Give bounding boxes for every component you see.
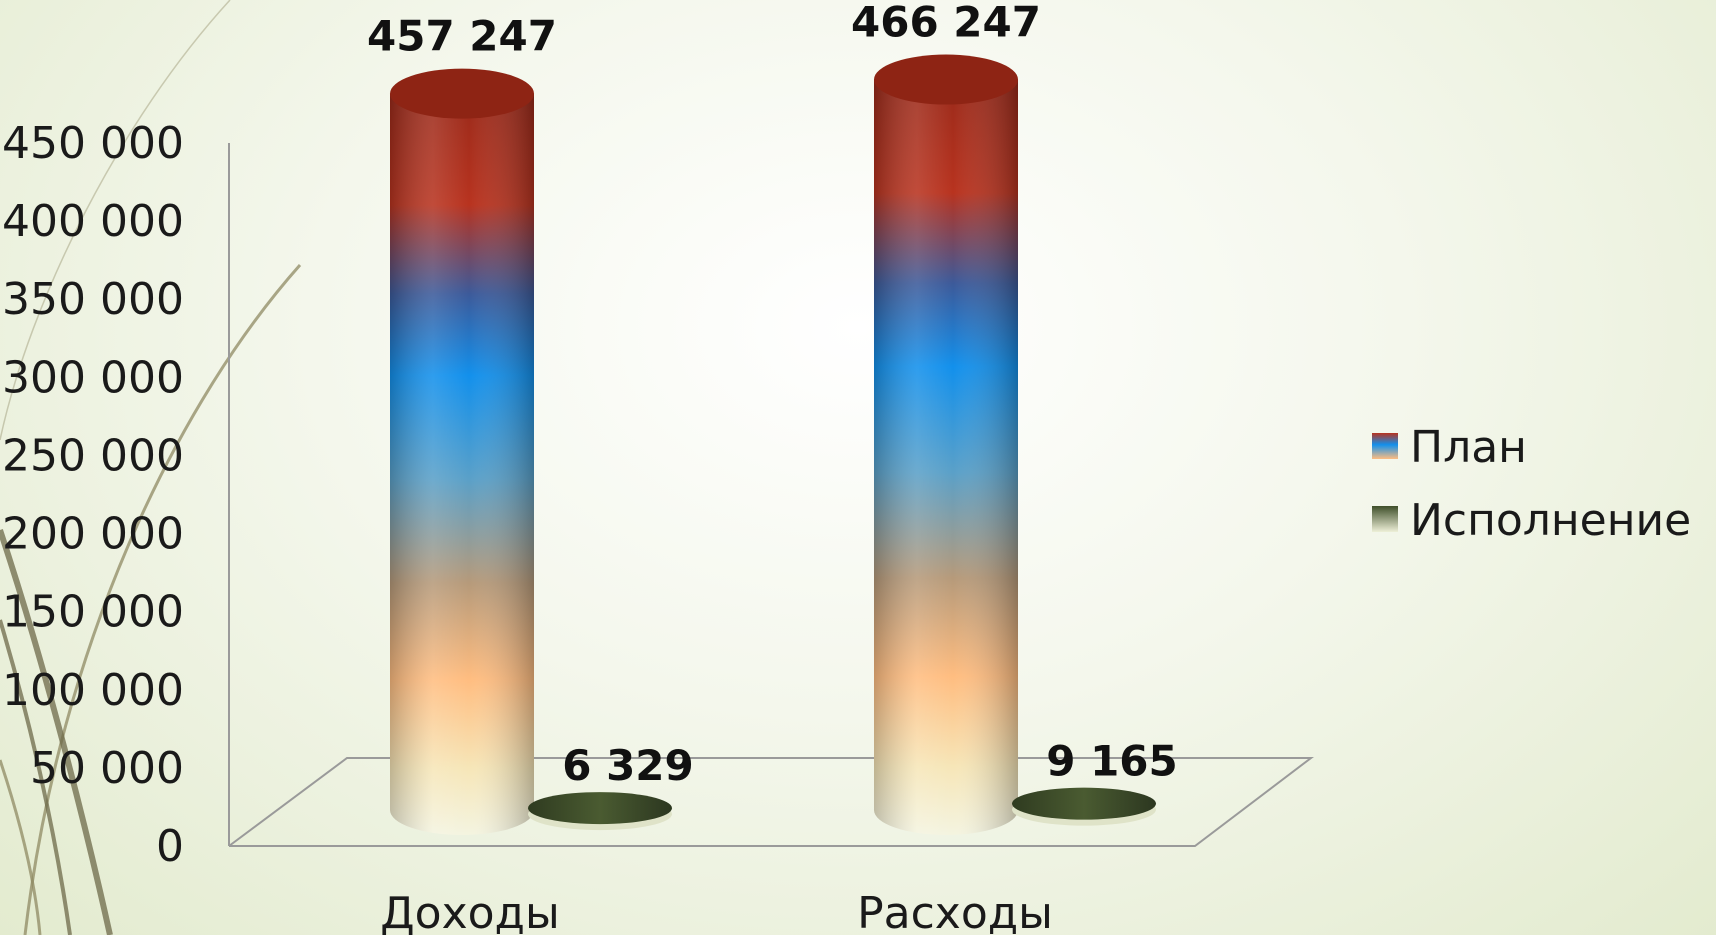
plan-bar bbox=[874, 54, 1018, 835]
plan-bar-top bbox=[874, 54, 1018, 105]
x-tick-label: Расходы bbox=[857, 888, 1053, 935]
data-label: 6 329 bbox=[562, 741, 694, 790]
data-labels: 457 247 466 247 6 329 9 165 bbox=[367, 0, 1178, 790]
y-tick-label: 100 000 bbox=[2, 665, 184, 716]
y-tick-label: 350 000 bbox=[2, 274, 184, 325]
execution-bar-top bbox=[1012, 787, 1156, 820]
data-label: 466 247 bbox=[851, 0, 1041, 47]
data-label: 9 165 bbox=[1046, 737, 1178, 786]
plan-bar-shading bbox=[390, 93, 534, 836]
execution-bar bbox=[528, 792, 672, 831]
legend-label-plan: План bbox=[1410, 422, 1527, 473]
y-tick-label: 50 000 bbox=[30, 743, 184, 794]
plan-bar-top bbox=[390, 68, 534, 119]
execution-bar bbox=[1012, 787, 1156, 826]
plan-bar bbox=[390, 68, 534, 836]
x-axis-ticks: Доходы Расходы bbox=[380, 888, 1053, 935]
axis-frame bbox=[228, 143, 1314, 847]
legend-swatch-execution bbox=[1372, 506, 1398, 532]
y-tick-label: 150 000 bbox=[2, 587, 184, 638]
legend-label-execution: Исполнение bbox=[1410, 495, 1691, 546]
y-tick-label: 200 000 bbox=[2, 509, 184, 560]
legend: План Исполнение bbox=[1372, 422, 1691, 546]
y-tick-label: 450 000 bbox=[2, 118, 184, 169]
legend-swatch-plan bbox=[1372, 433, 1398, 459]
y-tick-label: 0 bbox=[156, 821, 184, 872]
y-tick-label: 300 000 bbox=[2, 352, 184, 403]
plan-bar-shading bbox=[874, 79, 1018, 835]
data-label: 457 247 bbox=[367, 12, 557, 61]
bars bbox=[390, 54, 1156, 836]
x-tick-label: Доходы bbox=[380, 888, 559, 935]
y-axis-ticks: 0 50 000 100 000 150 000 200 000 250 000 300 0… bbox=[2, 118, 184, 872]
execution-bar-top bbox=[528, 792, 672, 825]
decorative-curves bbox=[0, 0, 302, 935]
y-tick-label: 250 000 bbox=[2, 430, 184, 481]
y-tick-label: 400 000 bbox=[2, 196, 184, 247]
